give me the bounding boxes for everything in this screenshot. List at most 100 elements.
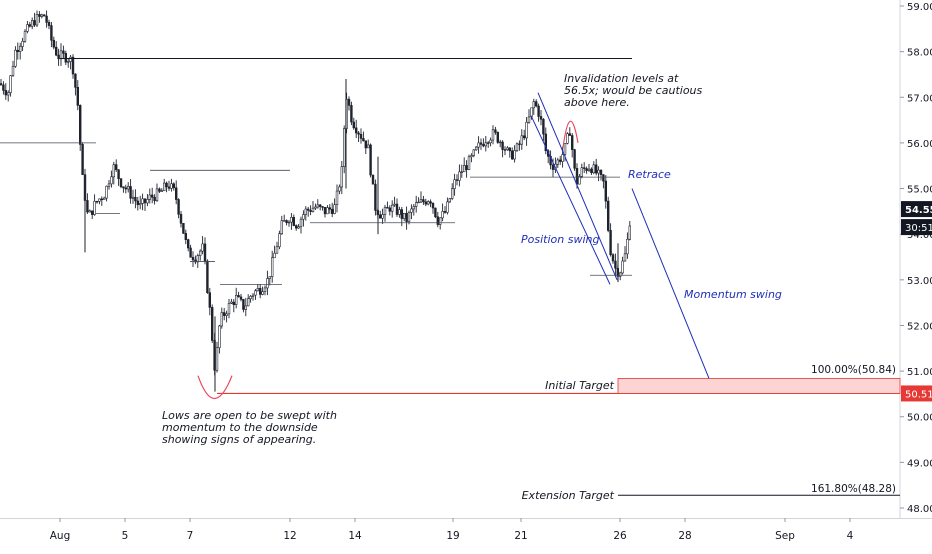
candles[interactable] bbox=[0, 10, 632, 392]
candle-body bbox=[141, 198, 144, 204]
candle-body bbox=[239, 296, 243, 300]
candle-body bbox=[45, 15, 48, 23]
lows-note: momentum to the downside bbox=[162, 421, 318, 434]
lows-note: Lows are open to be swept with bbox=[162, 409, 337, 422]
candle-body bbox=[11, 66, 15, 76]
price-tick-label: 58.00 bbox=[907, 48, 932, 59]
candle-body bbox=[258, 288, 262, 295]
candle-body bbox=[299, 218, 303, 228]
candle-body bbox=[558, 159, 562, 162]
target-price-box bbox=[901, 385, 932, 402]
invalidation-arc bbox=[562, 120, 579, 148]
candle-body bbox=[606, 200, 610, 231]
candle-body bbox=[515, 143, 519, 151]
candle-body bbox=[486, 142, 490, 144]
time-tick-label: 28 bbox=[678, 530, 691, 542]
candle-body bbox=[119, 178, 123, 188]
candle-body bbox=[618, 272, 622, 277]
candle-body bbox=[544, 133, 548, 152]
candle-body bbox=[513, 150, 516, 160]
candle-body bbox=[438, 217, 442, 225]
lows-note: showing signs of appearing. bbox=[162, 433, 316, 446]
candle-body bbox=[261, 291, 264, 295]
candle-body bbox=[602, 174, 605, 182]
candle-body bbox=[292, 217, 295, 226]
price-tick-label: 49.00 bbox=[907, 458, 932, 469]
candle-body bbox=[38, 14, 41, 17]
candle-body bbox=[479, 142, 483, 145]
time-tick-label: 26 bbox=[613, 530, 627, 542]
candle-body bbox=[578, 176, 581, 185]
candle-body bbox=[390, 204, 394, 212]
candle-body bbox=[525, 121, 528, 139]
candle-body bbox=[467, 156, 471, 170]
candle-body bbox=[175, 187, 178, 200]
candle-body bbox=[501, 141, 504, 150]
candle-body bbox=[52, 39, 56, 48]
candle-body bbox=[201, 243, 204, 252]
candle-body bbox=[402, 213, 406, 219]
candle-body bbox=[244, 305, 247, 310]
candle-body bbox=[482, 144, 485, 147]
candle-body bbox=[323, 207, 327, 215]
candle-body bbox=[599, 169, 603, 175]
candle-body bbox=[330, 208, 334, 214]
candle-body bbox=[568, 133, 572, 136]
candle-body bbox=[266, 278, 269, 289]
candle-body bbox=[151, 194, 154, 198]
candle-body bbox=[62, 50, 65, 54]
time-tick-label: 21 bbox=[514, 530, 527, 542]
candle-body bbox=[242, 299, 245, 310]
candle-body bbox=[537, 105, 540, 117]
time-tick-label: 4 bbox=[847, 530, 854, 542]
candle-body bbox=[362, 138, 365, 142]
price-axis[interactable]: 59.00 58.00 57.00 56.00 55.00 54.00 53.00 52.00… bbox=[900, 2, 932, 515]
candle-body bbox=[16, 49, 19, 52]
candle-body bbox=[81, 144, 84, 175]
candle-body bbox=[50, 25, 53, 41]
candle-body bbox=[357, 132, 360, 135]
candle-body bbox=[251, 294, 255, 297]
invalidation-note: above here. bbox=[564, 96, 630, 109]
retrace-label: Retrace bbox=[628, 168, 671, 181]
candle-body bbox=[170, 183, 173, 189]
candle-body bbox=[57, 54, 60, 60]
candle-body bbox=[40, 14, 44, 17]
candle-body bbox=[129, 186, 132, 199]
candle-body bbox=[623, 253, 627, 262]
time-axis[interactable]: Aug 5 7 12 14 19 21 26 28 Sep 4 bbox=[50, 518, 854, 542]
candle-body bbox=[508, 147, 511, 152]
candle-body bbox=[112, 164, 116, 178]
candle-body bbox=[218, 325, 221, 349]
candle-body bbox=[539, 116, 543, 120]
candle-body bbox=[76, 86, 80, 106]
candle-body bbox=[506, 147, 509, 150]
price-tick-label: 50.00 bbox=[907, 413, 932, 424]
candle-body bbox=[275, 246, 279, 254]
candle-body bbox=[364, 140, 367, 149]
candle-body bbox=[621, 260, 624, 274]
candle-body bbox=[386, 207, 389, 209]
candle-body bbox=[88, 210, 92, 213]
candle-body bbox=[477, 142, 480, 148]
candle-body bbox=[311, 207, 315, 212]
candle-body bbox=[532, 101, 536, 109]
candle-body bbox=[220, 312, 223, 327]
candle-body bbox=[412, 206, 415, 210]
candle-body bbox=[232, 301, 235, 305]
candle-body bbox=[160, 190, 163, 192]
candle-body bbox=[371, 174, 375, 185]
candle-body bbox=[302, 214, 305, 220]
candle-body bbox=[187, 239, 190, 249]
candle-body bbox=[628, 225, 632, 240]
candle-body bbox=[328, 207, 331, 210]
candle-body bbox=[278, 233, 281, 248]
candle-body bbox=[498, 141, 502, 144]
fib-100-label: 100.00%(50.84) bbox=[811, 364, 896, 376]
candle-body bbox=[446, 201, 449, 213]
candle-body bbox=[314, 206, 317, 209]
candle-body bbox=[273, 252, 276, 259]
